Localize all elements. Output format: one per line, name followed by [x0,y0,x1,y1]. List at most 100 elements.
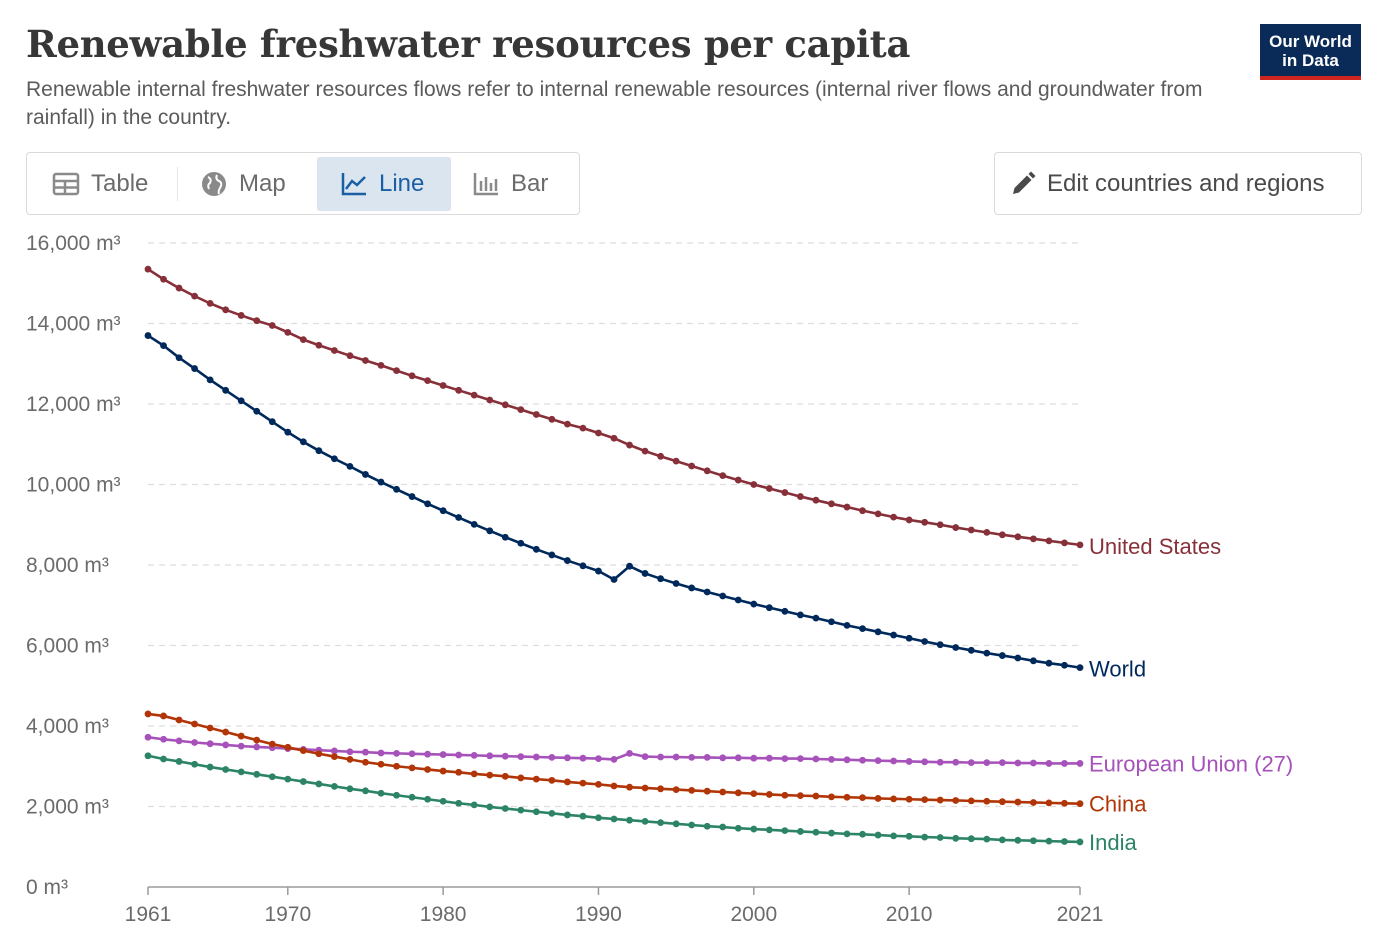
data-point [890,832,897,840]
data-point [455,514,463,521]
data-point [268,740,276,748]
data-point [703,588,711,596]
data-point [362,787,369,795]
data-point [1061,539,1068,547]
data-point [672,580,680,587]
data-point [797,828,804,835]
data-point [781,827,789,835]
series-label-united-states: United States [1089,534,1221,559]
data-point [843,830,851,838]
data-point [967,526,975,534]
data-point [1045,837,1053,845]
data-point [362,471,369,478]
data-point [905,832,913,840]
data-point [564,754,571,762]
data-point [175,737,183,745]
data-point [579,779,587,787]
data-point [936,641,944,649]
data-point [859,794,866,802]
data-point [253,736,261,744]
data-point [905,758,913,765]
data-point [206,740,214,748]
data-point [641,570,649,577]
data-point [206,763,214,771]
data-point [967,835,975,843]
line-chart-icon [339,169,369,199]
series-united-states [144,265,1084,549]
data-point [828,793,835,801]
data-point [657,452,664,460]
data-point [983,797,991,805]
data-point [812,496,820,504]
data-point [346,756,354,763]
data-point [548,551,556,559]
data-point [828,618,835,626]
data-point [967,759,975,767]
table-icon [51,169,81,199]
edit-countries-button[interactable]: Edit countries and regions [994,152,1362,215]
data-point [1014,533,1022,541]
pencil-icon [1009,170,1037,198]
data-point [983,835,991,843]
data-point [579,812,587,820]
data-point [144,752,152,760]
data-point [501,752,509,760]
data-point [781,607,789,615]
data-point [237,742,245,750]
data-point [160,755,167,763]
x-tick-label: 2010 [886,903,933,926]
data-point [408,750,416,758]
data-point [1045,760,1053,767]
data-point [175,284,183,292]
data-point [750,790,758,798]
tab-map[interactable]: Map [199,157,286,211]
owid-logo[interactable]: Our World in Data [1260,24,1361,80]
data-point [299,438,307,446]
data-point [501,533,509,541]
data-point [843,503,851,511]
data-point [657,753,664,761]
data-point [470,751,478,759]
data-point [299,778,307,785]
data-point [175,354,183,362]
data-point [486,771,494,779]
data-point [905,516,913,524]
tab-table[interactable]: Table [51,157,148,211]
data-point [237,768,245,776]
data-point [346,748,354,756]
data-point [952,834,960,842]
data-point [268,773,276,781]
data-point [719,788,727,796]
data-point [548,776,556,784]
tab-bar[interactable]: Bar [471,157,548,211]
tab-line[interactable]: Line [317,157,451,211]
data-point [812,755,820,763]
data-point [470,391,478,399]
data-point [206,299,214,307]
data-point [362,758,369,766]
data-point [160,342,167,350]
data-point [688,584,696,592]
data-point [1045,799,1053,807]
data-point [1061,760,1068,767]
data-point [486,527,494,535]
data-point [859,830,866,838]
x-tick-label: 1961 [125,903,172,926]
data-point [579,562,587,570]
data-point [641,784,649,792]
data-point [439,507,447,515]
data-point [315,341,323,349]
data-point [657,785,664,793]
data-point [734,596,742,604]
data-point [237,732,245,740]
data-point [222,766,230,773]
data-point [160,735,167,743]
data-point [812,828,820,836]
data-point [315,447,323,455]
data-point [921,796,929,804]
data-point [688,462,696,470]
tab-bar-label: Bar [511,170,549,197]
data-point [610,576,618,583]
data-point [595,429,602,437]
data-point [610,434,618,442]
